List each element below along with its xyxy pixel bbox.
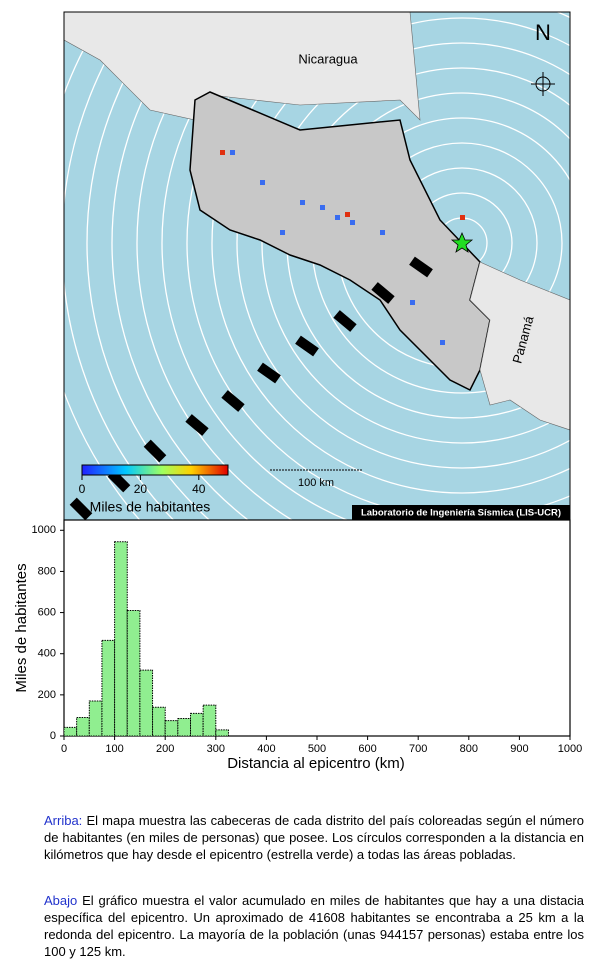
x-tick-label: 200 bbox=[156, 743, 174, 755]
x-tick-label: 100 bbox=[105, 743, 123, 755]
bar bbox=[101, 639, 116, 737]
north-label: N bbox=[535, 20, 551, 45]
y-tick-label: 800 bbox=[38, 565, 56, 577]
bar bbox=[114, 541, 128, 737]
bar bbox=[215, 729, 229, 737]
x-tick-label: 300 bbox=[207, 743, 225, 755]
x-tick-label: 500 bbox=[308, 743, 326, 755]
y-tick-label: 400 bbox=[38, 648, 56, 660]
x-tick-label: 800 bbox=[460, 743, 478, 755]
map: N Nicaragua Panamá 100 km Miles de habit… bbox=[64, 12, 570, 520]
paragraph-body: El gráfico muestra el valor acumulado en… bbox=[44, 893, 584, 959]
bar bbox=[63, 726, 78, 737]
x-tick-label: 0 bbox=[61, 743, 67, 755]
x-axis-label: Distancia al epicentro (km) bbox=[227, 755, 405, 772]
bar bbox=[76, 716, 90, 737]
bar bbox=[126, 610, 141, 737]
paragraph-body: El mapa muestra las cabeceras de cada di… bbox=[44, 813, 584, 862]
credit: Laboratorio de Ingeniería Sísmica (LIS-U… bbox=[361, 508, 561, 519]
bar bbox=[177, 718, 192, 737]
x-tick-label: 600 bbox=[358, 743, 376, 755]
bar bbox=[190, 712, 204, 737]
colorbar-label: Miles de habitantes bbox=[90, 499, 211, 515]
colorbar bbox=[81, 464, 229, 476]
paragraph: Arriba: El mapa muestra las cabeceras de… bbox=[44, 812, 584, 863]
bar bbox=[152, 706, 166, 737]
paragraph-lead: Abajo bbox=[44, 893, 78, 908]
x-tick-label: 1000 bbox=[558, 743, 582, 755]
colorbar-tick-label: 20 bbox=[134, 482, 148, 496]
y-tick-label: 0 bbox=[50, 730, 56, 742]
bar bbox=[164, 720, 179, 737]
x-tick-label: 700 bbox=[409, 743, 427, 755]
y-tick-label: 200 bbox=[38, 689, 56, 701]
figure: N Nicaragua Panamá 100 km Miles de habit… bbox=[13, 11, 582, 772]
y-tick-label: 1000 bbox=[32, 524, 56, 536]
scale-label: 100 km bbox=[298, 477, 334, 489]
y-tick-label: 600 bbox=[38, 606, 56, 618]
country-label: Nicaragua bbox=[298, 51, 358, 66]
y-axis-label: Miles de habitantes bbox=[13, 563, 30, 692]
paragraph-lead: Arriba: bbox=[44, 813, 83, 828]
bar bbox=[139, 669, 154, 737]
x-tick-label: 900 bbox=[510, 743, 528, 755]
colorbar-tick-label: 0 bbox=[79, 482, 86, 496]
bar bbox=[202, 704, 217, 737]
bar bbox=[88, 700, 103, 737]
x-tick-label: 400 bbox=[257, 743, 275, 755]
colorbar-tick-label: 40 bbox=[192, 482, 206, 496]
paragraph: Abajo El gráfico muestra el valor acumul… bbox=[44, 892, 584, 960]
